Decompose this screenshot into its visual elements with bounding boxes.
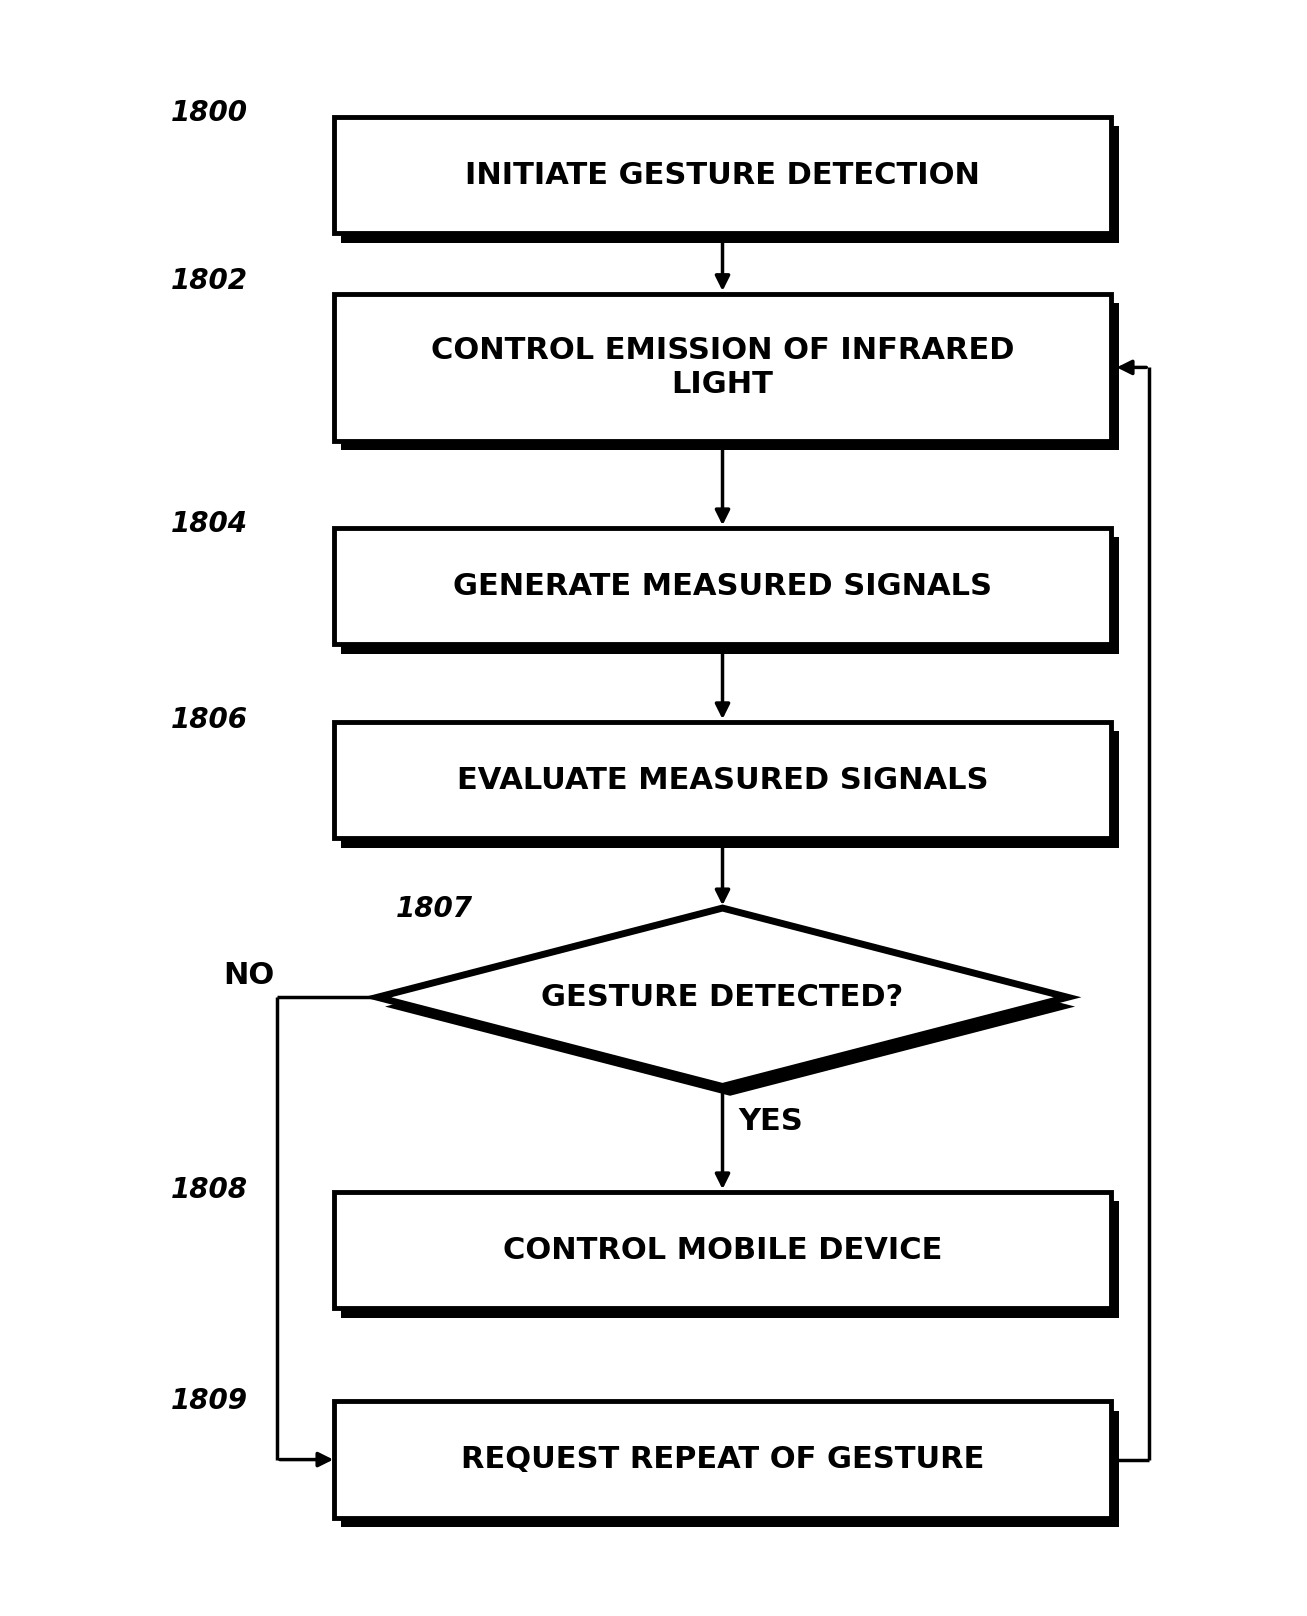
FancyBboxPatch shape (341, 1201, 1119, 1317)
Text: GESTURE DETECTED?: GESTURE DETECTED? (541, 983, 903, 1012)
FancyBboxPatch shape (333, 294, 1111, 441)
FancyBboxPatch shape (333, 1193, 1111, 1309)
Text: 1807: 1807 (396, 895, 473, 923)
FancyBboxPatch shape (341, 730, 1119, 847)
FancyBboxPatch shape (333, 528, 1111, 645)
Text: 1806: 1806 (170, 706, 247, 734)
FancyBboxPatch shape (341, 1411, 1119, 1527)
FancyBboxPatch shape (333, 722, 1111, 839)
Text: CONTROL MOBILE DEVICE: CONTROL MOBILE DEVICE (503, 1236, 942, 1265)
Text: CONTROL EMISSION OF INFRARED
LIGHT: CONTROL EMISSION OF INFRARED LIGHT (431, 336, 1014, 399)
Text: NO: NO (223, 962, 274, 991)
Text: 1804: 1804 (170, 511, 247, 538)
Text: REQUEST REPEAT OF GESTURE: REQUEST REPEAT OF GESTURE (461, 1445, 984, 1474)
Text: INITIATE GESTURE DETECTION: INITIATE GESTURE DETECTION (465, 160, 980, 189)
FancyBboxPatch shape (341, 537, 1119, 653)
FancyBboxPatch shape (341, 304, 1119, 451)
FancyBboxPatch shape (333, 116, 1111, 233)
Polygon shape (378, 908, 1068, 1086)
Text: EVALUATE MEASURED SIGNALS: EVALUATE MEASURED SIGNALS (456, 766, 988, 795)
Text: 1800: 1800 (170, 99, 247, 128)
FancyBboxPatch shape (341, 126, 1119, 242)
Text: 1809: 1809 (170, 1387, 247, 1414)
FancyBboxPatch shape (333, 1401, 1111, 1517)
Text: YES: YES (738, 1107, 804, 1136)
Text: GENERATE MEASURED SIGNALS: GENERATE MEASURED SIGNALS (454, 572, 992, 601)
Text: 1808: 1808 (170, 1175, 247, 1204)
Polygon shape (386, 918, 1076, 1096)
Text: 1802: 1802 (170, 267, 247, 294)
